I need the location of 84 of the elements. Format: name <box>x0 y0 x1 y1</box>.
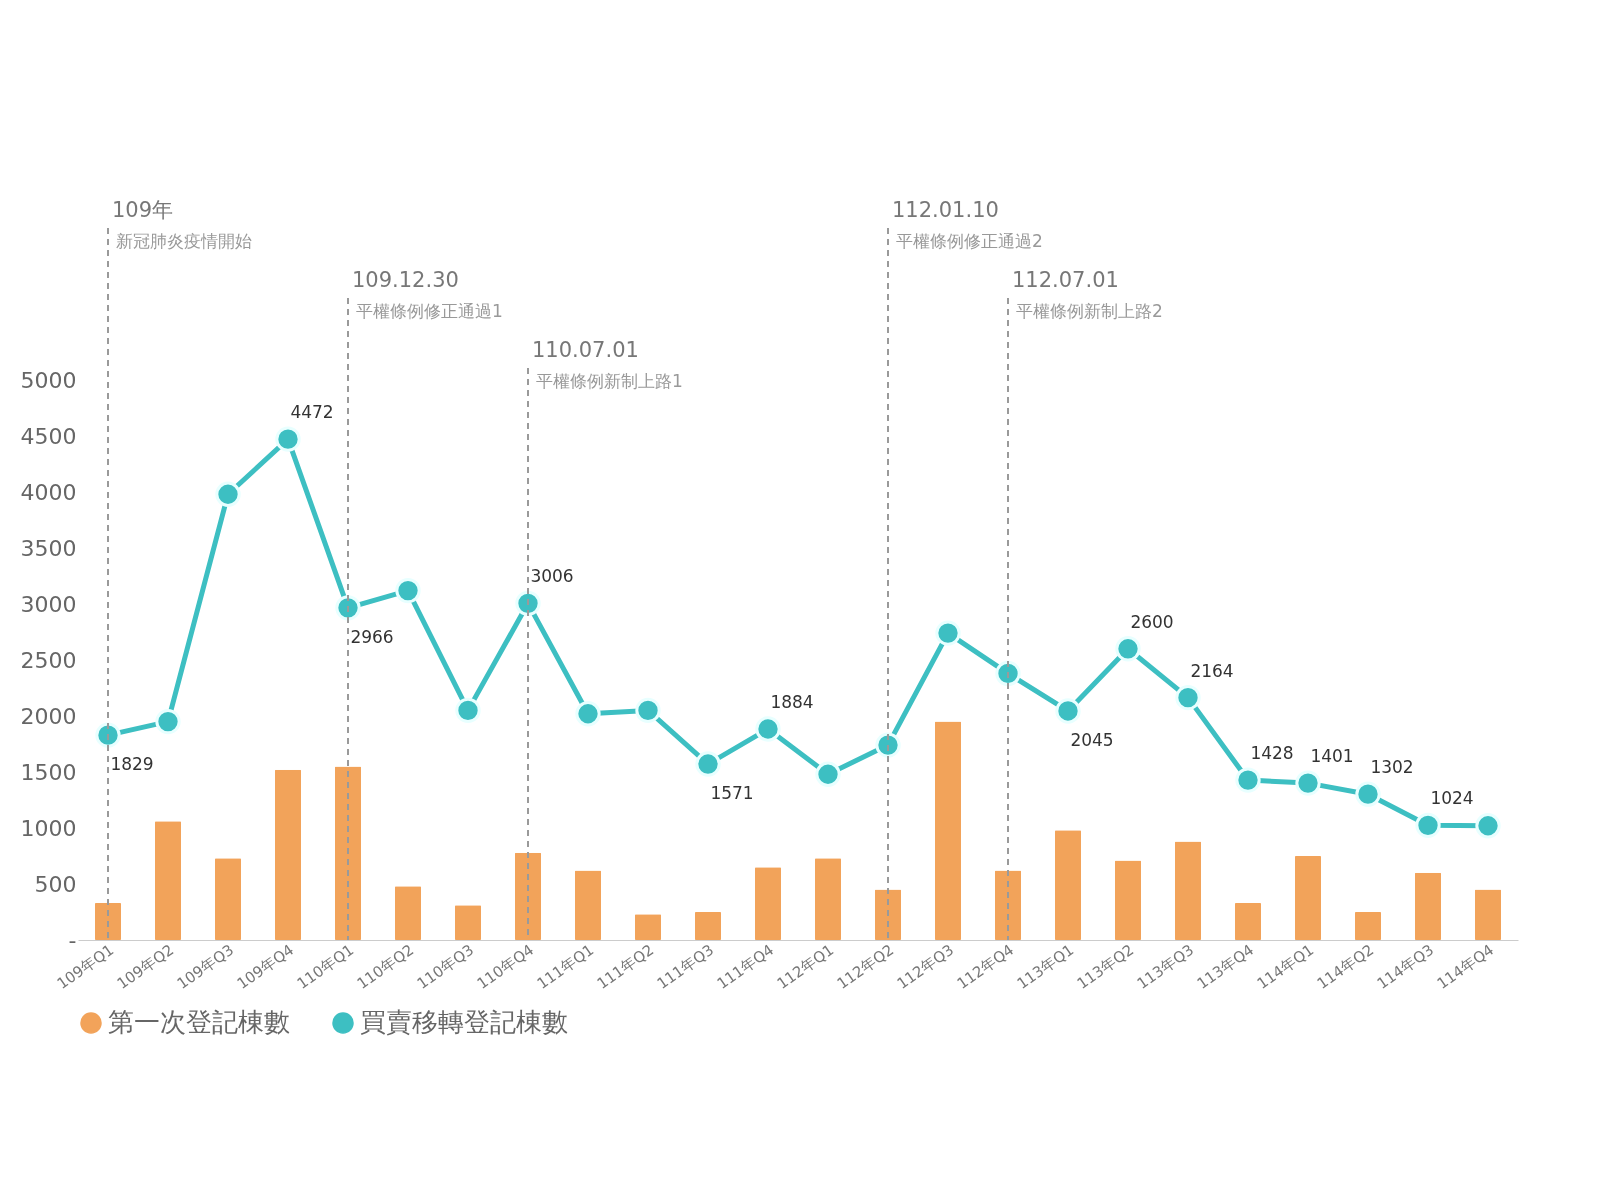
y-tick-label: 500 <box>34 871 77 897</box>
data-label: 1401 <box>1310 746 1354 767</box>
ref-line-label: 110.07.01 <box>532 338 639 362</box>
point <box>275 426 301 452</box>
point <box>95 722 121 748</box>
annotation: 平權條例新制上路1 <box>536 371 683 391</box>
bar <box>455 905 481 940</box>
bar <box>395 886 421 940</box>
ref-line-label: 109.12.30 <box>352 268 459 292</box>
annotation: 平權條例修正通過2 <box>896 231 1043 251</box>
legend-label: 買賣移轉登記棟數 <box>360 1007 568 1037</box>
data-label: 1829 <box>110 754 154 775</box>
data-label: 4472 <box>290 402 334 423</box>
bar <box>335 766 361 940</box>
y-tick-label: 2000 <box>20 703 77 729</box>
bar <box>1295 856 1321 940</box>
ref-line-label: 112.01.10 <box>892 198 999 222</box>
data-label: 3006 <box>530 566 574 587</box>
point <box>755 716 781 742</box>
point <box>815 761 841 787</box>
bar <box>1115 860 1141 940</box>
data-label: 1024 <box>1430 788 1474 809</box>
ref-line-label: 109年 <box>112 198 174 222</box>
point <box>635 697 661 724</box>
point <box>1415 812 1441 838</box>
point <box>515 590 541 616</box>
legend-label: 第一次登記棟數 <box>108 1007 290 1037</box>
data-label: 2164 <box>1190 660 1234 681</box>
point <box>215 481 241 507</box>
ref-line-label: 112.07.01 <box>1012 268 1119 292</box>
point <box>1355 781 1381 807</box>
bar <box>1235 903 1261 940</box>
point <box>155 708 181 735</box>
point <box>935 620 961 646</box>
data-label: 1571 <box>710 783 754 804</box>
y-tick-label: 5000 <box>20 367 77 393</box>
bar <box>215 858 241 940</box>
bar <box>515 852 541 940</box>
y-tick-label: 1500 <box>20 759 77 785</box>
bar <box>1055 830 1081 940</box>
annotation: 平權條例修正通過1 <box>356 301 503 321</box>
data-label: 2600 <box>1130 611 1174 632</box>
bar <box>275 769 301 940</box>
bar <box>95 903 121 940</box>
bar <box>635 914 661 940</box>
y-tick-label: 4000 <box>20 479 77 505</box>
bar <box>755 867 781 940</box>
point <box>995 660 1021 687</box>
point <box>1115 636 1141 662</box>
y-tick-label: - <box>68 927 77 953</box>
y-tick-label: 3000 <box>20 591 77 617</box>
bar <box>1415 872 1441 940</box>
point <box>1055 698 1081 724</box>
point <box>395 577 421 604</box>
annotation: 新冠肺炎疫情開始 <box>116 231 252 251</box>
y-tick-label: 2500 <box>20 647 77 673</box>
data-label: 1884 <box>770 691 814 712</box>
bar <box>1355 912 1381 940</box>
bar <box>995 870 1021 940</box>
point <box>1475 813 1501 839</box>
point <box>455 697 481 724</box>
bar <box>875 889 901 940</box>
bar <box>1475 889 1501 940</box>
y-tick-label: 3500 <box>20 535 77 561</box>
y-tick-label: 1000 <box>20 815 77 841</box>
point <box>875 732 901 758</box>
y-tick-label: 4500 <box>20 423 77 449</box>
annotation: 平權條例新制上路2 <box>1016 301 1163 321</box>
data-label: 1428 <box>1250 743 1294 764</box>
point <box>575 701 601 727</box>
point <box>1295 770 1321 796</box>
point <box>1235 767 1261 793</box>
bar <box>815 858 841 940</box>
point <box>695 751 721 777</box>
data-label: 2966 <box>350 626 394 647</box>
bar <box>935 721 961 940</box>
bar <box>1175 841 1201 940</box>
bar <box>695 912 721 940</box>
data-label: 1302 <box>1370 757 1414 778</box>
bar <box>155 821 181 940</box>
bar <box>575 870 601 940</box>
point <box>1175 684 1201 711</box>
data-label: 2045 <box>1070 729 1114 750</box>
point <box>335 595 361 621</box>
